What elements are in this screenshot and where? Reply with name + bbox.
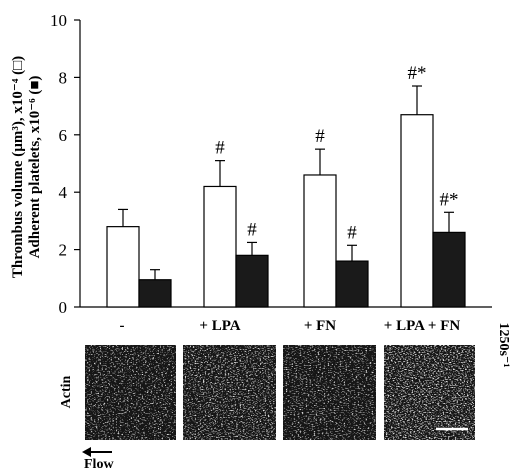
y-tick-label: 0	[59, 298, 68, 317]
shear-rate-label: 1250s⁻¹	[496, 322, 511, 367]
bar-thrombus-volume	[303, 174, 337, 308]
bar-adherent-platelets	[138, 279, 172, 308]
bar-thrombus-volume	[400, 114, 434, 308]
y-axis-label-line2: Adherent platelets, x10⁻⁶ (■)	[27, 76, 43, 259]
y-axis-label-line1: Thrombus volume (µm³), x10⁻⁴ (□)	[10, 56, 26, 278]
y-tick-label: 10	[50, 11, 67, 30]
y-tick-label: 8	[59, 68, 68, 87]
significance-mark: #	[247, 219, 257, 240]
bar-thrombus-volume	[106, 226, 140, 308]
significance-marks: # # #* # # #*	[215, 63, 458, 243]
y-tick-label: 6	[59, 126, 68, 145]
bar-thrombus-volume	[203, 185, 237, 308]
category-label: + FN	[304, 318, 336, 334]
y-tick-label: 2	[59, 241, 68, 260]
bar-adherent-platelets	[432, 231, 466, 308]
actin-image-panel	[183, 345, 276, 440]
significance-mark: #	[347, 222, 357, 243]
actin-image-panel	[85, 345, 176, 440]
bars	[106, 85, 466, 308]
flow-label: Flow	[84, 457, 114, 471]
significance-mark: #*	[440, 189, 459, 210]
significance-mark: #	[215, 138, 225, 159]
row-label-actin: Actin	[59, 375, 74, 408]
category-label: + LPA + FN	[384, 318, 461, 334]
actin-image-panel	[283, 345, 376, 440]
flow-arrow-icon	[82, 447, 112, 457]
significance-mark: #	[315, 126, 325, 147]
actin-image-panel	[384, 345, 475, 440]
significance-mark: #*	[408, 63, 427, 84]
bar-adherent-platelets	[335, 260, 369, 308]
y-ticks: 0 2 4 6 8 10	[50, 11, 80, 317]
category-label: -	[120, 318, 125, 334]
bar-adherent-platelets	[235, 254, 269, 308]
category-label: + LPA	[199, 318, 240, 334]
category-labels: - + LPA + FN + LPA + FN	[120, 318, 461, 334]
y-tick-label: 4	[59, 183, 68, 202]
